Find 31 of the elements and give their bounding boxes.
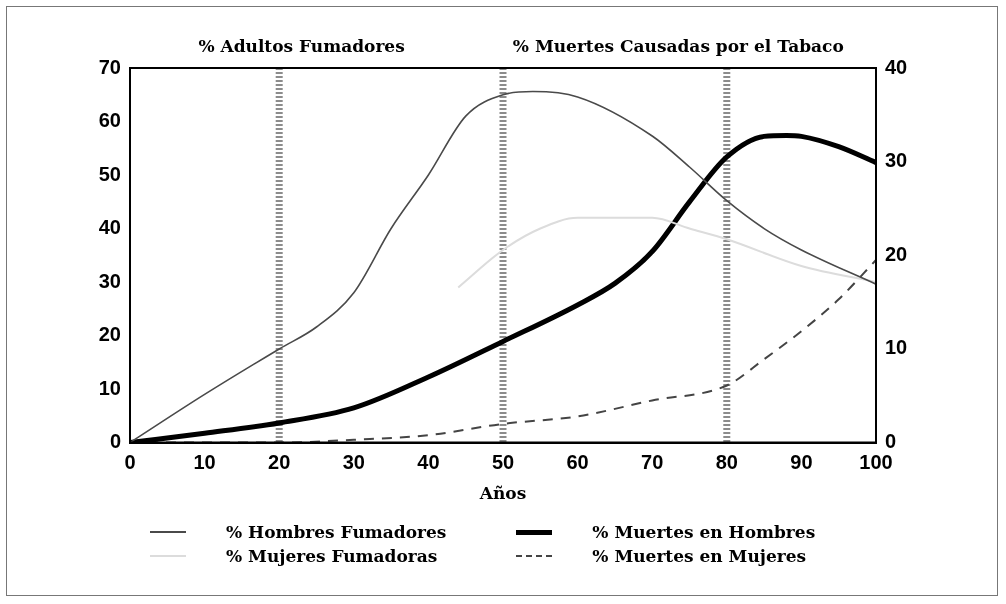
x-tick-label: 40 bbox=[417, 451, 440, 474]
x-tick-label: 10 bbox=[193, 451, 216, 474]
y2-axis-title: % Muertes Causadas por el Tabaco bbox=[512, 35, 844, 56]
y-tick-label: 70 bbox=[98, 55, 121, 78]
x-tick-label: 70 bbox=[641, 451, 664, 474]
y-tick-label: 10 bbox=[98, 376, 121, 399]
y-tick-label: 30 bbox=[98, 269, 121, 292]
y2-tick-label: 10 bbox=[885, 336, 908, 359]
x-tick-label: 100 bbox=[859, 451, 893, 474]
legend-label: % Mujeres Fumadoras bbox=[226, 546, 438, 566]
legend-label: % Muertes en Mujeres bbox=[592, 546, 807, 566]
y2-tick-label: 0 bbox=[885, 430, 897, 453]
x-tick-label: 90 bbox=[790, 451, 813, 474]
y-axis-title: % Adultos Fumadores bbox=[198, 35, 405, 56]
x-axis-title: Años bbox=[478, 483, 527, 504]
y2-tick-label: 30 bbox=[885, 149, 908, 172]
legend-label: % Muertes en Hombres bbox=[592, 522, 816, 542]
x-tick-label: 30 bbox=[342, 451, 365, 474]
y-tick-label: 0 bbox=[109, 430, 121, 453]
y2-tick-label: 40 bbox=[885, 55, 908, 78]
x-tick-label: 20 bbox=[268, 451, 291, 474]
legend-label: % Hombres Fumadores bbox=[226, 522, 447, 542]
y-tick-label: 40 bbox=[98, 216, 121, 239]
y-tick-label: 60 bbox=[98, 109, 121, 132]
y-tick-label: 50 bbox=[98, 162, 121, 185]
y-tick-label: 20 bbox=[98, 323, 121, 346]
x-tick-label: 60 bbox=[566, 451, 589, 474]
x-tick-label: 50 bbox=[491, 451, 515, 474]
x-tick-label: 80 bbox=[715, 451, 738, 474]
y2-tick-label: 20 bbox=[885, 242, 908, 265]
x-tick-label: 0 bbox=[124, 451, 136, 474]
